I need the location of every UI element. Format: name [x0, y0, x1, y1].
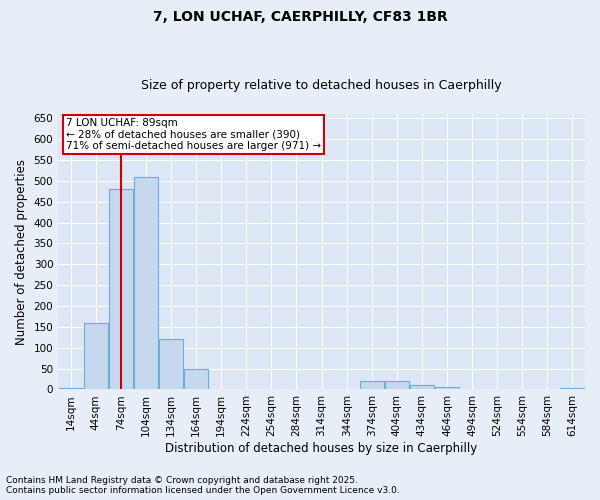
Bar: [435, 388, 459, 390]
Text: 7, LON UCHAF, CAERPHILLY, CF83 1BR: 7, LON UCHAF, CAERPHILLY, CF83 1BR: [152, 10, 448, 24]
Bar: [159, 340, 183, 390]
Bar: [560, 388, 584, 390]
X-axis label: Distribution of detached houses by size in Caerphilly: Distribution of detached houses by size …: [166, 442, 478, 455]
Bar: [359, 381, 384, 390]
Y-axis label: Number of detached properties: Number of detached properties: [15, 158, 28, 344]
Text: 7 LON UCHAF: 89sqm
← 28% of detached houses are smaller (390)
71% of semi-detach: 7 LON UCHAF: 89sqm ← 28% of detached hou…: [66, 118, 321, 152]
Bar: [83, 322, 108, 390]
Bar: [109, 189, 133, 390]
Bar: [410, 386, 434, 390]
Bar: [134, 176, 158, 390]
Bar: [184, 368, 208, 390]
Bar: [385, 381, 409, 390]
Text: Contains HM Land Registry data © Crown copyright and database right 2025.
Contai: Contains HM Land Registry data © Crown c…: [6, 476, 400, 495]
Bar: [59, 388, 83, 390]
Title: Size of property relative to detached houses in Caerphilly: Size of property relative to detached ho…: [141, 79, 502, 92]
